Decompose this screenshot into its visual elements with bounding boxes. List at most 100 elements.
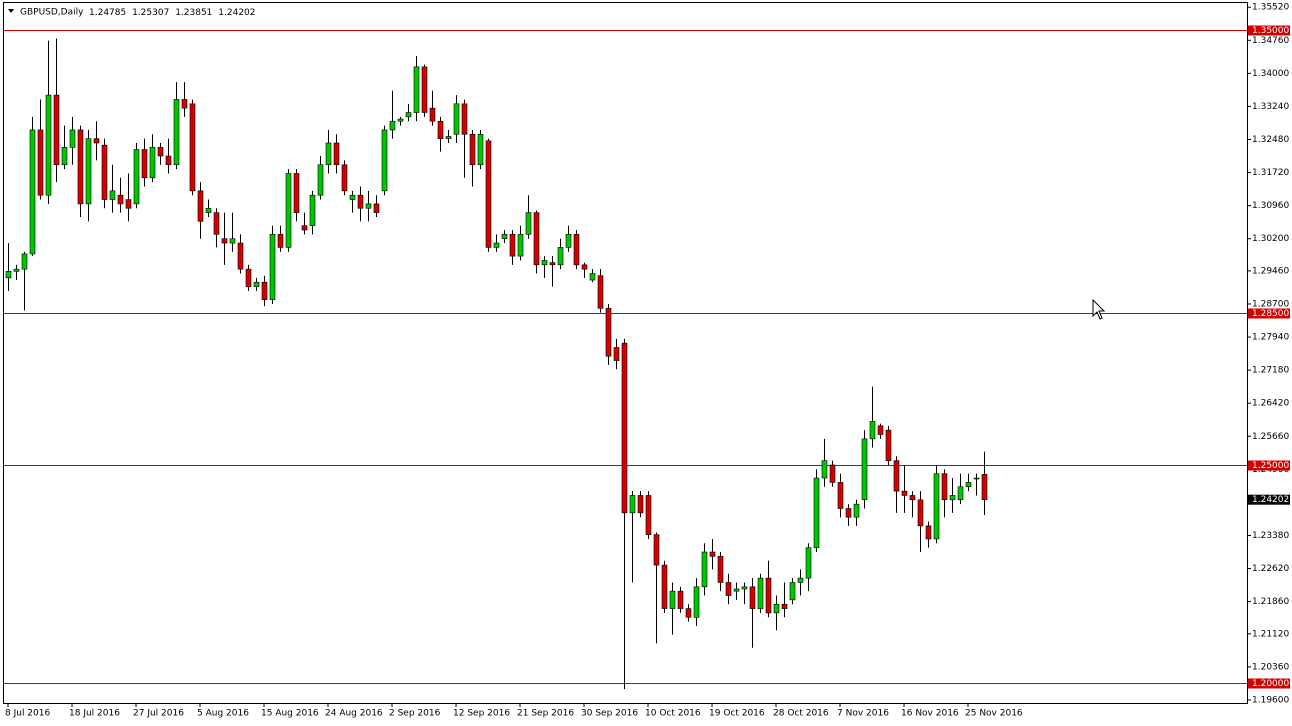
candle-body — [837, 482, 844, 509]
candle-body — [765, 577, 772, 614]
y-tick-label: 1.30960 — [1252, 201, 1289, 211]
candle-body — [629, 495, 636, 514]
price-level-label: 1.20000 — [1252, 679, 1289, 689]
candle-body — [525, 212, 532, 235]
candle-body — [405, 112, 412, 118]
candle-body — [813, 477, 820, 548]
candle-body — [781, 603, 788, 609]
y-tick-label: 1.26420 — [1252, 399, 1289, 409]
candle-body — [645, 495, 652, 535]
candle-body — [29, 129, 36, 255]
candle-body — [549, 262, 556, 266]
price-level-tag — [1248, 308, 1290, 319]
candle-body — [501, 234, 508, 240]
menu-arrow[interactable] — [8, 9, 14, 13]
x-tick-label: 27 Jul 2016 — [133, 709, 184, 719]
header-high: 1.25307 — [132, 8, 169, 18]
candle-body — [93, 138, 100, 144]
x-tick-label: 18 Jul 2016 — [69, 709, 120, 719]
candle-body — [845, 508, 852, 518]
candle-body — [301, 225, 308, 231]
candle-body — [797, 577, 804, 583]
x-tick-label: 7 Nov 2016 — [837, 709, 889, 719]
candle-body — [373, 203, 380, 213]
candle-body — [69, 129, 76, 148]
candle-body — [757, 577, 764, 609]
candle-body — [981, 474, 988, 501]
y-tick-label: 1.28700 — [1252, 299, 1289, 309]
candle-body — [13, 268, 20, 272]
candle-body — [461, 103, 468, 135]
x-tick-label: 5 Aug 2016 — [197, 709, 249, 719]
candle-body — [205, 207, 212, 213]
candle-body — [349, 194, 356, 200]
price-level-tag — [1248, 25, 1290, 36]
candle-body — [229, 238, 236, 244]
candle-body — [181, 99, 188, 109]
candle-body — [909, 495, 916, 501]
candle-body — [285, 173, 292, 248]
x-tick-label: 10 Oct 2016 — [645, 709, 701, 719]
candle-body — [445, 136, 452, 139]
candle-body — [885, 429, 892, 461]
candle-body — [453, 103, 460, 135]
candle-body — [37, 129, 44, 196]
candle-body — [173, 99, 180, 166]
candle-body — [613, 347, 620, 361]
mouse-cursor — [1092, 298, 1106, 320]
candle-body — [669, 590, 676, 609]
price-level-label: 1.28500 — [1252, 309, 1289, 319]
candle-body — [533, 212, 540, 266]
candle-body — [397, 118, 404, 122]
y-tick-label: 1.34760 — [1252, 36, 1289, 46]
candle-body — [61, 147, 68, 166]
y-tick-label: 1.21860 — [1252, 597, 1289, 607]
candle-body — [861, 438, 868, 501]
ohlc-header: 1.24785 1.25307 1.23851 1.24202 — [89, 8, 256, 18]
candle-body — [541, 260, 548, 266]
candle-body — [749, 586, 756, 609]
y-tick-label: 1.21120 — [1252, 629, 1289, 639]
candle-body — [213, 212, 220, 235]
candle-body — [925, 525, 932, 540]
candle-body — [725, 582, 732, 596]
price-level-label: 1.35000 — [1252, 26, 1289, 36]
candle-body — [365, 203, 372, 209]
candle-body — [773, 603, 780, 614]
candle-body — [413, 66, 420, 113]
candle-body — [421, 66, 428, 113]
x-tick-label: 8 Jul 2016 — [5, 709, 50, 719]
candle-body — [589, 273, 596, 281]
candle-body — [253, 281, 260, 287]
candle-body — [493, 242, 500, 248]
candle-body — [477, 133, 484, 166]
candle-body — [621, 342, 628, 514]
chart-layer: 1.35520 1.34760 1.34000 1.33240 1.32480 1.317… — [4, 3, 1290, 719]
candle-body — [45, 94, 52, 196]
header-low: 1.23851 — [175, 8, 212, 18]
candle-body — [333, 142, 340, 166]
y-tick-label: 1.23380 — [1252, 531, 1289, 541]
candle-body — [309, 194, 316, 226]
candle-body — [573, 234, 580, 266]
x-tick-label: 2 Sep 2016 — [389, 709, 441, 719]
candle-body — [389, 120, 396, 131]
candle-body — [877, 425, 884, 435]
candle-body — [701, 551, 708, 588]
candle-body — [101, 144, 108, 200]
candle-body — [269, 234, 276, 300]
y-tick-label: 1.25660 — [1252, 432, 1289, 442]
candle-body — [965, 482, 972, 488]
y-tick-label: 1.33240 — [1252, 102, 1289, 112]
candle-body — [789, 582, 796, 601]
candle-body — [709, 551, 716, 557]
candle-body — [437, 120, 444, 139]
candle-body — [597, 275, 604, 309]
candle-body — [221, 238, 228, 244]
symbol: GBPUSD,Daily — [20, 8, 84, 18]
candle-body — [261, 281, 268, 300]
candle-body — [869, 421, 876, 440]
candle-body — [117, 194, 124, 205]
candle-body — [293, 173, 300, 213]
